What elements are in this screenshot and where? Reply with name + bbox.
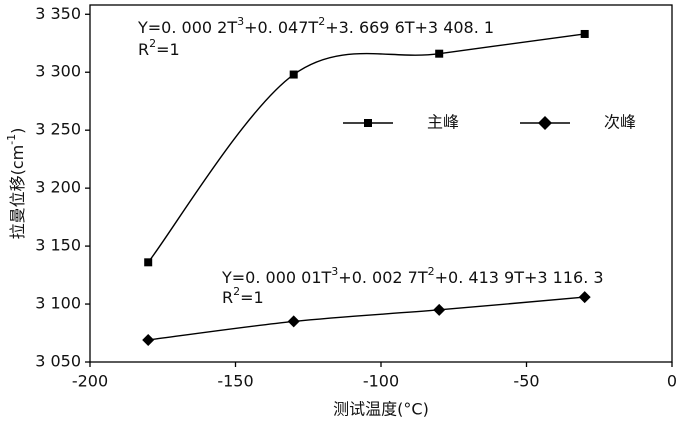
x-tick-label: 0 (667, 372, 677, 391)
equation-part: +3. 669 6T+3 408. 1 (325, 18, 494, 37)
x-tick-label: -150 (217, 372, 253, 391)
equation-part: Y=0. 000 2T (137, 18, 237, 37)
y-tick-label: 3 350 (35, 4, 81, 23)
y-tick-label: 3 100 (35, 294, 81, 313)
equation-part: Y=0. 000 01T (221, 268, 332, 287)
r-squared: R2=1 (138, 37, 180, 59)
marker (580, 29, 589, 38)
equation-part: 2 (428, 265, 435, 278)
r-squared: R2=1 (222, 285, 264, 307)
y-tick-label: 3 250 (35, 120, 81, 139)
equation-part: 3 (331, 265, 338, 278)
marker (287, 315, 300, 328)
y-tick-label: 3 050 (35, 352, 81, 371)
y-tick-label: 3 200 (35, 178, 81, 197)
equation-part: 3 (237, 15, 244, 28)
y-tick-label: 3 300 (35, 62, 81, 81)
legend-label: 次峰 (604, 113, 636, 132)
marker (578, 291, 591, 304)
y-tick-label: 3 150 (35, 236, 81, 255)
x-tick-label: -100 (363, 372, 399, 391)
r-squared-part: R (138, 40, 149, 59)
marker (142, 333, 155, 346)
legend-marker (364, 119, 372, 127)
series-line (148, 296, 585, 341)
equation-part: 2 (318, 15, 325, 28)
legend-marker (538, 116, 552, 130)
plot-frame (89, 4, 673, 363)
y-axis-label: 拉曼位移(cm-1) (5, 128, 27, 240)
legend-label: 主峰 (427, 113, 459, 132)
r-squared-part: 2 (233, 285, 240, 298)
x-tick-label: -200 (72, 372, 108, 391)
equation-part: +0. 413 9T+3 116. 3 (435, 268, 604, 287)
equation-part: +0. 002 7T (338, 268, 428, 287)
equation-part: +0. 047T (244, 18, 318, 37)
marker (433, 303, 446, 316)
x-tick-label: -50 (513, 372, 539, 391)
r-squared-part: =1 (240, 288, 264, 307)
r-squared-part: 2 (149, 37, 156, 50)
equation: Y=0. 000 01T3+0. 002 7T2+0. 413 9T+3 116… (221, 265, 604, 287)
r-squared-part: =1 (156, 40, 180, 59)
y-axis-label-part: -1 (5, 134, 18, 145)
marker (144, 258, 153, 267)
equation: Y=0. 000 2T3+0. 047T2+3. 669 6T+3 408. 1 (137, 15, 494, 37)
y-axis-label-part: 拉曼位移(cm (8, 145, 27, 240)
x-axis-label: 测试温度(°C) (333, 400, 429, 419)
marker (289, 70, 298, 79)
series-line (147, 33, 585, 263)
r-squared-part: R (222, 288, 233, 307)
marker (435, 49, 444, 58)
y-axis-label-part: ) (8, 128, 27, 134)
